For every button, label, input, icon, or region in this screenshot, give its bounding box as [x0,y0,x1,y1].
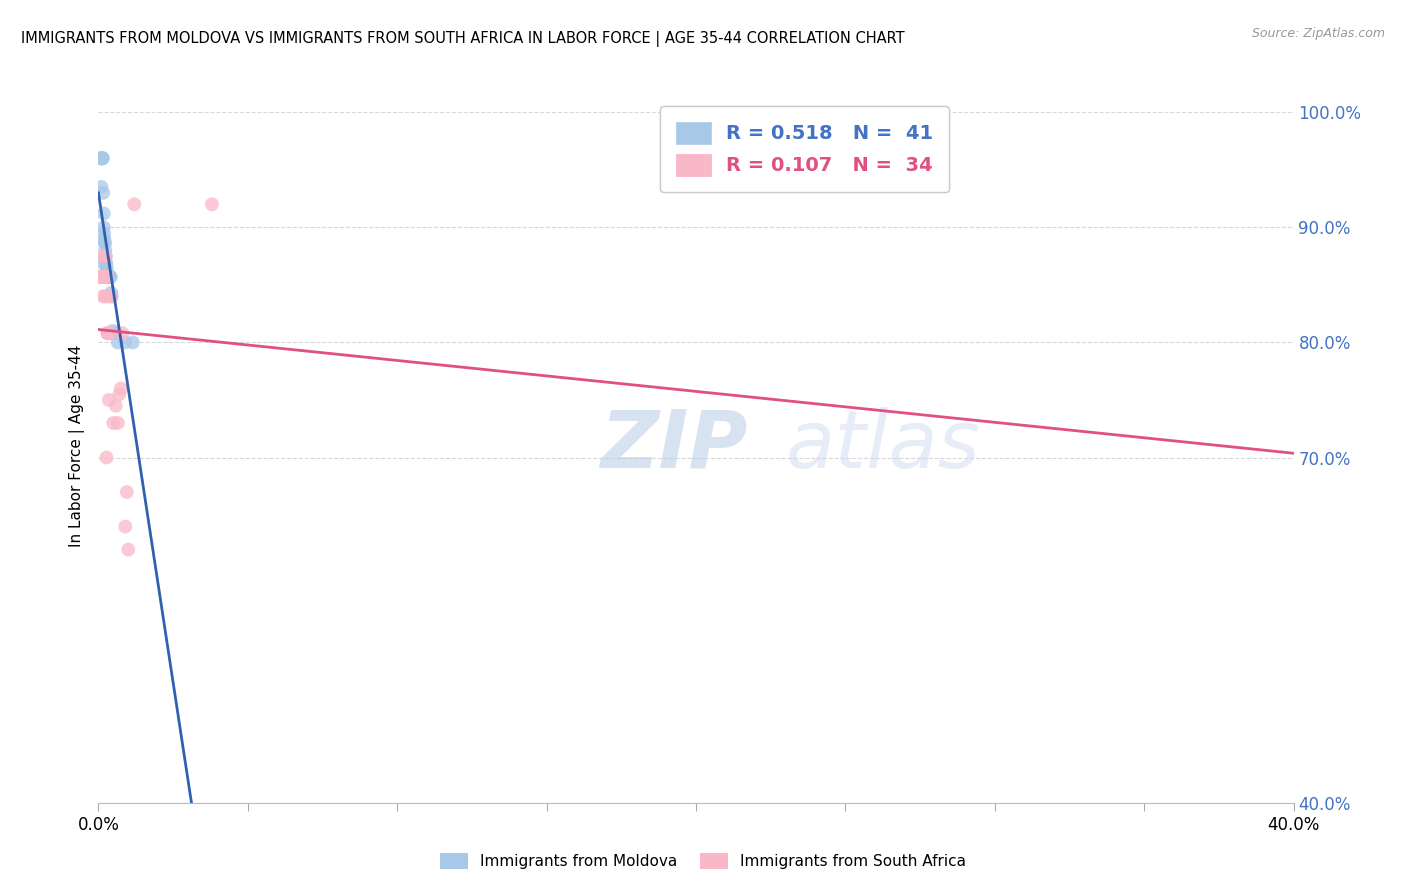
Point [97,269,120,284]
Point [107,335,129,350]
Text: IMMIGRANTS FROM MOLDOVA VS IMMIGRANTS FROM SOUTH AFRICA IN LABOR FORCE | AGE 35-: IMMIGRANTS FROM MOLDOVA VS IMMIGRANTS FR… [21,31,904,47]
Point [98,269,121,284]
Point [97,269,120,284]
Point [108,387,131,401]
Point [104,326,127,341]
Point [97,326,120,341]
Point [103,416,125,430]
Point [90,151,112,165]
Text: ZIP: ZIP [600,407,748,485]
Point [90,151,112,165]
Point [93,226,115,240]
Point [100,289,122,303]
Point [90,269,112,284]
Point [104,399,127,413]
Point [90,255,112,269]
Point [93,206,115,220]
Point [91,249,114,263]
Point [101,324,124,338]
Text: Source: ZipAtlas.com: Source: ZipAtlas.com [1251,27,1385,40]
Point [97,269,120,284]
Point [94,244,117,258]
Legend: R = 0.518   N =  41, R = 0.107   N =  34: R = 0.518 N = 41, R = 0.107 N = 34 [661,106,949,192]
Point [94,249,117,263]
Point [96,266,118,280]
Point [96,326,118,341]
Point [97,269,120,284]
Point [117,542,139,557]
Point [91,151,114,165]
Point [91,289,114,303]
Point [111,326,134,341]
Point [94,255,117,269]
Point [96,269,118,284]
Point [96,264,118,278]
Point [97,269,120,284]
Point [115,485,138,500]
Point [91,151,114,165]
Point [90,151,112,165]
Point [93,235,115,250]
Point [94,249,117,263]
Point [110,381,132,395]
Point [97,392,120,407]
Point [93,269,115,284]
Point [91,269,114,284]
Point [96,260,118,275]
Point [201,197,224,211]
Point [91,269,114,284]
Point [96,257,118,271]
Point [93,289,115,303]
Point [101,289,124,303]
Text: atlas: atlas [786,407,980,485]
Legend: Immigrants from Moldova, Immigrants from South Africa: Immigrants from Moldova, Immigrants from… [434,847,972,875]
Point [114,519,136,533]
Point [94,269,117,284]
Point [121,335,143,350]
Point [94,236,117,251]
Point [93,269,115,284]
Point [100,269,122,284]
Y-axis label: In Labor Force | Age 35-44: In Labor Force | Age 35-44 [69,345,84,547]
Point [107,416,129,430]
Point [97,289,120,303]
Point [124,197,146,211]
Point [89,269,111,284]
Point [93,232,115,246]
Point [93,220,115,235]
Point [100,285,122,300]
Point [94,269,117,284]
Point [93,249,115,263]
Point [90,151,112,165]
Point [96,450,118,465]
Point [89,269,111,284]
Point [98,326,121,341]
Point [90,269,112,284]
Point [96,269,118,284]
Point [96,326,118,341]
Point [91,151,114,165]
Point [114,335,136,350]
Point [98,269,121,284]
Point [91,186,114,200]
Point [100,269,122,284]
Point [90,180,112,194]
